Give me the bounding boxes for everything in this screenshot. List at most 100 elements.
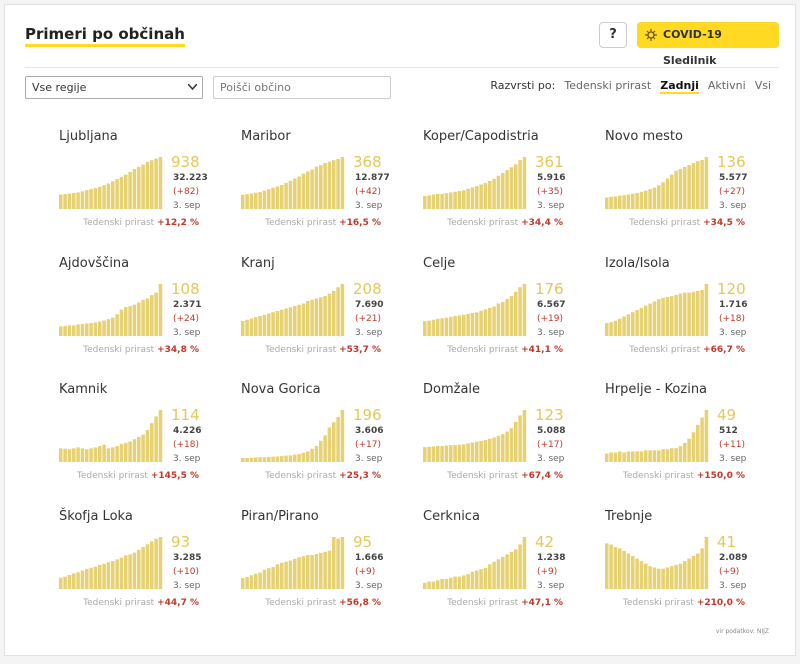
region-select[interactable]: Vse regije [25,76,203,99]
bar [631,311,635,336]
total: 6.567 [537,299,566,310]
active: 361 [535,153,564,171]
sort-option[interactable]: Vsi [754,79,771,92]
bar [665,178,670,209]
municipality-card: Ajdovščina 108 2.371 (+24) 3. sep Tedenski pr… [59,256,241,376]
sledilnik-button[interactable]: COVID-19 Sledilnik [637,22,779,67]
growth-value: +25,3 % [339,471,381,481]
name: Nova Gorica [241,382,321,397]
bar [657,185,661,209]
bar [340,283,345,336]
bar [488,307,492,336]
bar [111,560,115,589]
help-button[interactable]: ? [599,22,627,48]
bar [314,166,319,209]
bar [76,192,80,209]
bar [128,171,132,209]
bar [462,574,466,589]
button-text: COVID-19 Sledilnik [663,28,722,67]
search-input[interactable]: Poišči občino [213,76,391,99]
bar [124,306,128,336]
bar [327,293,332,336]
bar [280,562,284,589]
bar [609,452,613,462]
bar [119,176,124,209]
bar [496,303,501,336]
growth: Tedenski prirast +44,7 % [83,598,199,608]
name: Kamnik [59,382,108,397]
growth: Tedenski prirast +12,2 % [83,218,199,228]
sort-option[interactable]: Aktivni [707,79,746,92]
date: 3. sep [537,580,565,591]
bar [644,190,648,209]
active: 176 [535,279,564,298]
bar [245,458,249,462]
bar [80,570,85,589]
active: 123 [535,406,564,424]
total: 2.089 [719,552,748,563]
sparkline [605,283,709,336]
arrow [188,84,197,90]
bar [427,195,431,209]
bar [154,416,158,462]
bar [154,292,158,336]
total: 5.577 [719,173,748,183]
bar [618,318,622,336]
bar [293,454,297,462]
bar [657,568,661,589]
bar [297,304,301,336]
bar [683,166,687,209]
bar [648,450,652,462]
sparkline [423,410,527,462]
bar [288,455,293,462]
bar [700,417,704,462]
bar [297,454,301,462]
bar [59,194,63,209]
bar [271,566,275,589]
municipality-card: Maribor 368 12.877 (+42) 3. sep Tedenski prir… [241,129,423,249]
sparkline [423,157,527,209]
bar [319,552,323,589]
bar [288,560,293,589]
bar [275,456,280,462]
total: 2.371 [173,299,202,310]
bar [72,448,76,462]
growth-label: Tedenski prirast [447,218,519,228]
bar [72,192,76,209]
bar [661,297,665,336]
bar [267,313,271,336]
date: 3. sep [719,201,747,211]
growth-label: Tedenski prirast [447,471,519,481]
bar [492,178,496,209]
bar [514,421,518,462]
bar [423,582,427,589]
growth-value: +66,7 % [703,344,745,355]
growth-label: Tedenski prirast [76,471,148,481]
bar [670,174,674,209]
bar [431,581,436,589]
bar [691,291,696,336]
sparkline [241,157,345,209]
bar [501,172,505,209]
bar [267,189,271,209]
bar [661,449,665,462]
bar [652,300,657,336]
name: Škofja Loka [59,508,133,524]
bar [501,556,505,589]
bar [652,187,657,209]
bar [271,311,275,336]
growth-value: +16,5 % [339,218,381,228]
bar [336,286,340,336]
date: 3. sep [537,454,565,464]
bar [271,187,275,209]
sort-option[interactable]: Zadnji [660,79,699,94]
sort-option[interactable]: Tedenski prirast [564,79,652,92]
bar [631,451,635,462]
bar [124,554,128,589]
date: 3. sep [355,580,383,591]
bar [102,444,106,462]
date: 3. sep [355,454,383,464]
growth: Tedenski prirast +150,0 % [623,471,745,481]
bar [284,308,288,336]
bar [635,192,639,209]
